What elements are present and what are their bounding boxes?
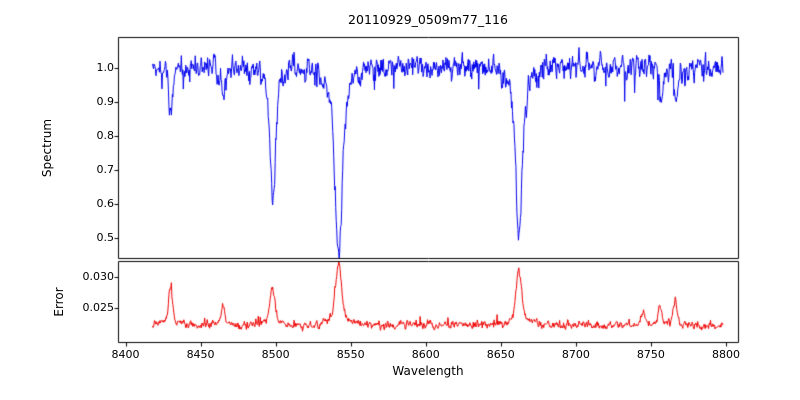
y-tick-label: 0.9 [96, 94, 115, 108]
y-tick-label: 0.8 [96, 128, 115, 142]
y-tick-label: 0.030 [82, 269, 115, 283]
x-tick-label: 8550 [336, 348, 365, 361]
x-tick-label: 8700 [561, 348, 590, 361]
x-tick-label: 8750 [636, 348, 665, 361]
y-tick-label: 0.7 [96, 162, 115, 176]
x-tick-label: 8450 [186, 348, 215, 361]
x-tick-label: 8500 [261, 348, 290, 361]
y-tick-label: 1.0 [96, 60, 115, 74]
x-tick-label: 8600 [411, 348, 440, 361]
spectrum-y-axis-label: Spectrum [40, 118, 54, 178]
chart-title: 20110929_0509m77_116 [348, 12, 508, 27]
x-tick-label: 8800 [711, 348, 740, 361]
x-axis-label: Wavelength [392, 364, 464, 378]
y-tick-label: 0.6 [96, 196, 115, 210]
y-tick-label: 0.025 [82, 300, 115, 314]
x-tick-label: 8650 [486, 348, 515, 361]
y-tick-label: 0.5 [96, 230, 115, 244]
x-tick-label: 8400 [111, 348, 140, 361]
